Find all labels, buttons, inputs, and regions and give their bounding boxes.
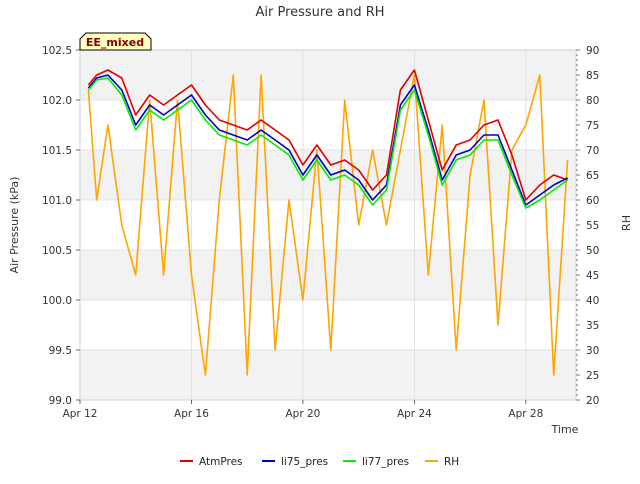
y-axis-right: 20 25 30 35 40 45 50 55 60 65 70 75 80 85 90 <box>576 45 599 407</box>
y2-tick-label: 60 <box>586 195 599 207</box>
y2-tick-label: 90 <box>586 45 599 57</box>
x-tick-label: Apr 12 <box>63 408 98 420</box>
y2-tick-label: 45 <box>586 270 599 282</box>
y-tick-label: 102.5 <box>42 45 72 57</box>
plot-frame <box>79 49 577 401</box>
y2-tick-label: 75 <box>586 120 599 132</box>
grid-lines <box>79 49 576 401</box>
y2-tick-label: 50 <box>586 245 599 257</box>
y2-tick-label: 80 <box>586 95 599 107</box>
grid-band <box>80 50 576 100</box>
legend: AtmPres li75_pres li77_pres RH <box>180 456 459 468</box>
series-line-RH <box>87 74 569 376</box>
y-tick-label: 102.0 <box>42 95 72 107</box>
y-tick-label: 100.5 <box>42 245 72 257</box>
legend-label: li75_pres <box>281 456 328 468</box>
x-tick-label: Apr 16 <box>174 408 209 420</box>
x-tick-label: Apr 24 <box>397 408 432 420</box>
series-line-AtmPres <box>87 69 568 201</box>
y2-tick-label: 40 <box>586 295 599 307</box>
y2-tick-label: 65 <box>586 170 599 182</box>
y2-tick-label: 20 <box>586 395 599 407</box>
x-tick-label: Apr 20 <box>285 408 320 420</box>
legend-label: RH <box>444 456 459 468</box>
y-tick-label: 100.0 <box>42 295 72 307</box>
y-tick-label: 99.5 <box>49 345 72 357</box>
y2-tick-label: 25 <box>586 370 599 382</box>
grid-bands <box>80 50 576 400</box>
y2-tick-label: 85 <box>586 70 599 82</box>
grid-band <box>80 350 576 400</box>
series-line-li75_pres <box>87 74 568 206</box>
series-line-li77_pres <box>87 77 569 209</box>
y-tick-label: 101.0 <box>42 195 72 207</box>
y-tick-label: 99.0 <box>49 395 72 407</box>
y-axis-label: Air Pressure (kPa) <box>8 177 21 274</box>
annotation-box <box>79 32 152 51</box>
series-layer <box>87 69 569 376</box>
y2-tick-label: 55 <box>586 220 599 232</box>
x-axis-label: Time <box>551 423 579 436</box>
y2-axis-label: RH <box>620 215 633 231</box>
legend-label: li77_pres <box>362 456 409 468</box>
legend-label: AtmPres <box>199 456 243 468</box>
x-axis: Apr 12 Apr 16 Apr 20 Apr 24 Apr 28 <box>63 400 543 420</box>
y2-tick-label: 70 <box>586 145 599 157</box>
y-tick-label: 101.5 <box>42 145 72 157</box>
y-axis-left: 99.0 99.5 100.0 100.5 101.0 101.5 102.0 102.5 <box>42 45 80 407</box>
y2-tick-label: 30 <box>586 345 599 357</box>
x-tick-label: Apr 28 <box>508 408 543 420</box>
annotation-text: EE_mixed <box>86 36 144 49</box>
chart-title: Air Pressure and RH <box>255 5 384 20</box>
y2-tick-label: 35 <box>586 320 599 332</box>
annotation-badge: EE_mixed <box>79 32 152 51</box>
